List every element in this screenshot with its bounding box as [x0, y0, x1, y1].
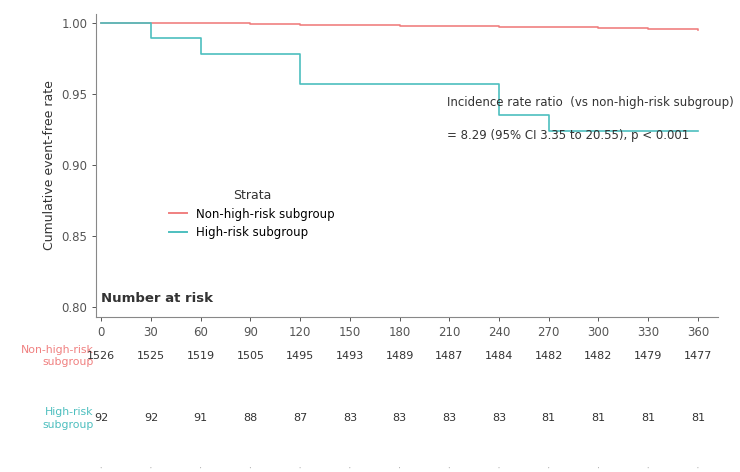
Text: 1482: 1482 [534, 351, 563, 361]
Text: Incidence rate ratio  (vs non-high-risk subgroup): Incidence rate ratio (vs non-high-risk s… [448, 96, 734, 109]
Legend: Non-high-risk subgroup, High-risk subgroup: Non-high-risk subgroup, High-risk subgro… [164, 184, 340, 244]
Text: 91: 91 [194, 413, 208, 423]
Text: 1479: 1479 [634, 351, 662, 361]
Text: 1484: 1484 [485, 351, 513, 361]
Text: 1495: 1495 [286, 351, 314, 361]
Text: 81: 81 [691, 413, 705, 423]
Text: 83: 83 [492, 413, 506, 423]
Text: 1519: 1519 [186, 351, 215, 361]
Text: 92: 92 [94, 413, 108, 423]
Text: Number at risk: Number at risk [101, 292, 213, 305]
Y-axis label: Cumulative event-free rate: Cumulative event-free rate [43, 81, 56, 250]
Text: High-risk
subgroup: High-risk subgroup [42, 407, 94, 430]
Text: 83: 83 [443, 413, 457, 423]
Text: 1526: 1526 [87, 351, 115, 361]
Text: 1482: 1482 [585, 351, 613, 361]
Text: 1505: 1505 [236, 351, 264, 361]
Text: 87: 87 [293, 413, 307, 423]
Text: 81: 81 [591, 413, 605, 423]
Text: 81: 81 [542, 413, 556, 423]
Text: 1487: 1487 [435, 351, 463, 361]
Text: 83: 83 [392, 413, 406, 423]
Text: = 8.29 (95% CI 3.35 to 20.55), p < 0.001: = 8.29 (95% CI 3.35 to 20.55), p < 0.001 [448, 129, 690, 142]
Text: 81: 81 [641, 413, 655, 423]
Text: Non-high-risk
subgroup: Non-high-risk subgroup [21, 345, 94, 367]
Text: 83: 83 [343, 413, 357, 423]
Text: 92: 92 [144, 413, 158, 423]
Text: 1493: 1493 [336, 351, 364, 361]
Text: 88: 88 [243, 413, 258, 423]
Text: 1477: 1477 [684, 351, 712, 361]
Text: 1525: 1525 [137, 351, 165, 361]
Text: 1489: 1489 [386, 351, 414, 361]
